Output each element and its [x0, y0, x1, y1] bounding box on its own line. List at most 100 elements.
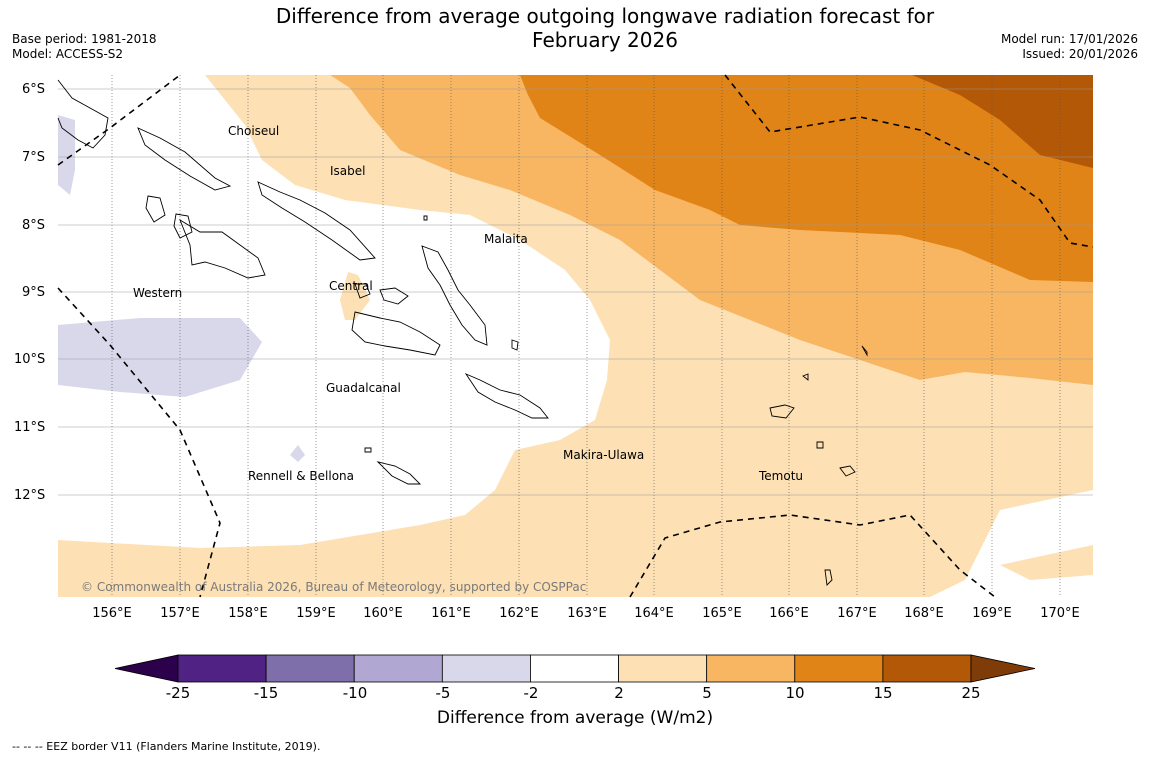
colorbar-bin: [353, 654, 443, 683]
lon-label-163e: 163°E: [567, 606, 607, 621]
region-label-central: Central: [329, 279, 373, 293]
model-run: Model run: 17/01/2026: [1000, 32, 1138, 46]
lon-label-162e: 162°E: [499, 606, 539, 621]
island-small-malaita: [511, 339, 519, 351]
island-russell: [354, 283, 371, 299]
lon-label-161e: 161°E: [431, 606, 471, 621]
island-rennell: [376, 461, 422, 485]
colorbar-tick: -10: [342, 684, 368, 702]
lat-label-10s: 10°S: [14, 352, 46, 367]
colorbar-bin: [265, 654, 355, 683]
island-outlines: [57, 79, 868, 586]
lon-label-168e: 168°E: [904, 606, 944, 621]
colorbar-extend-low: [114, 654, 179, 683]
region-label-western: Western: [133, 286, 183, 300]
colorbar-bin: [618, 654, 708, 683]
region-label-isabel: Isabel: [330, 164, 366, 178]
region-label-guadalcanal: Guadalcanal: [326, 381, 401, 395]
shade-neg-5-2-dot: [290, 445, 305, 462]
lon-label-156e: 156°E: [92, 606, 132, 621]
map-title: Difference from average outgoing longwav…: [200, 4, 1010, 52]
shade-2-5-east: [1000, 545, 1093, 580]
lon-label-157e: 157°E: [160, 606, 200, 621]
eez-border-north: [724, 74, 1094, 248]
meta-right: Model run: 17/01/2026 Issued: 20/01/2026: [1001, 32, 1138, 62]
shade-neg-5-2-west: [58, 318, 262, 397]
colorbar-bin: [882, 654, 972, 683]
shade-10-15: [520, 75, 1093, 282]
island-choiseul: [137, 127, 232, 191]
colorbar-bin: [706, 654, 796, 683]
eez-border-west: [57, 287, 221, 598]
lat-label-8s: 8°S: [22, 218, 46, 233]
region-label-malaita: Malaita: [484, 232, 528, 246]
lon-label-170e: 170°E: [1040, 606, 1080, 621]
island-florida: [379, 287, 409, 305]
lon-label-167e: 167°E: [837, 606, 877, 621]
issued-date: Issued: 20/01/2026: [1022, 47, 1138, 61]
lat-label-11s: 11°S: [14, 420, 46, 435]
island-malaita: [421, 245, 488, 346]
island-bougainville: [57, 79, 109, 149]
lat-label-12s: 12°S: [14, 488, 46, 503]
island-isabel: [257, 181, 376, 261]
eez-borders: [57, 74, 1094, 598]
shade-15-25: [912, 75, 1093, 168]
meta-left: Base period: 1981-2018 Model: ACCESS-S2: [12, 32, 157, 62]
colorbar-label: Difference from average (W/m2): [436, 708, 714, 728]
colorbar-tick: -2: [523, 684, 539, 702]
lat-label-6s: 6°S: [22, 82, 46, 97]
island-vella-lavella: [173, 213, 193, 239]
title-line-2: February 2026: [532, 28, 678, 52]
lon-label-169e: 169°E: [972, 606, 1012, 621]
colorbar-bin: [177, 654, 267, 683]
lon-label-164e: 164°E: [634, 606, 674, 621]
base-period: Base period: 1981-2018: [12, 32, 157, 46]
island-makira: [464, 372, 549, 419]
island-utupua: [816, 441, 824, 449]
island-bellona: [364, 447, 372, 453]
region-label-choiseul: Choiseul: [228, 124, 280, 138]
colorbar-bin: [530, 654, 619, 683]
region-label-rennell: Rennell & Bellona: [248, 469, 355, 483]
colorbar-tick: 5: [702, 684, 712, 702]
eez-footnote: -- -- -- EEZ border V11 (Flanders Marine…: [12, 740, 321, 753]
island-duff: [861, 345, 868, 357]
island-reef: [802, 373, 809, 381]
island-guadalcanal: [351, 311, 441, 356]
eez-border-south: [629, 514, 996, 598]
colorbar-bin: [794, 654, 884, 683]
region-label-makira: Makira-Ulawa: [563, 448, 645, 462]
lon-label-158e: 158°E: [228, 606, 268, 621]
title-line-1: Difference from average outgoing longwav…: [275, 4, 935, 28]
lon-label-166e: 166°E: [769, 606, 809, 621]
lat-label-9s: 9°S: [22, 285, 46, 300]
colorbar-tick: 10: [785, 684, 805, 702]
island-new-georgia: [179, 218, 266, 279]
island-ontong: [423, 215, 428, 221]
shade-2-5-patch: [340, 272, 370, 320]
colorbar-tick: -25: [165, 684, 191, 702]
model-name: Model: ACCESS-S2: [12, 47, 124, 61]
copyright-notice: © Commonwealth of Australia 2026, Bureau…: [81, 580, 587, 594]
colorbar-tick: 25: [961, 684, 981, 702]
graticule: [58, 75, 1093, 597]
island-vanikoro: [839, 465, 856, 477]
colorbar-bin: [441, 654, 531, 683]
eez-border-nw: [57, 74, 181, 166]
colorbar-extend-high: [970, 654, 1036, 683]
island-tikopia: [824, 569, 833, 586]
colorbar-tick: -5: [435, 684, 451, 702]
lat-label-7s: 7°S: [22, 150, 46, 165]
region-label-temotu: Temotu: [759, 469, 804, 483]
island-ranongga: [145, 195, 166, 223]
lon-label-165e: 165°E: [702, 606, 742, 621]
lon-label-160e: 160°E: [363, 606, 403, 621]
lon-label-159e: 159°E: [296, 606, 336, 621]
colorbar-tick: -15: [253, 684, 279, 702]
island-santa-cruz: [769, 404, 795, 419]
colorbar-tick: 15: [873, 684, 893, 702]
colorbar: [114, 654, 1036, 683]
colorbar-tick: 2: [614, 684, 624, 702]
